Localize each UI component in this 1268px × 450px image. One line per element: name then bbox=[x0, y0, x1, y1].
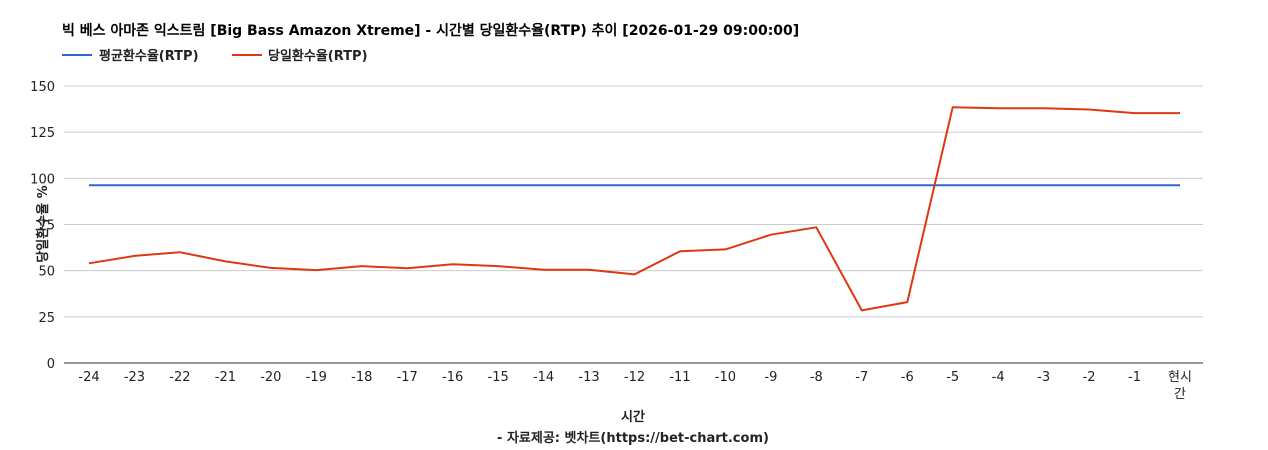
chart-title: 빅 베스 아마존 익스트림 [Big Bass Amazon Xtreme] -… bbox=[62, 22, 799, 39]
y-tick-label: 0 bbox=[47, 357, 55, 372]
x-tick-label: -9 bbox=[764, 370, 777, 385]
legend-label-daily: 당일환수율(RTP) bbox=[268, 48, 368, 64]
x-tick-label: -16 bbox=[442, 370, 463, 385]
y-tick-label: 100 bbox=[30, 172, 55, 187]
series-line-1 bbox=[88, 106, 1180, 312]
y-tick-label: 75 bbox=[38, 219, 55, 234]
x-tick-label: -23 bbox=[124, 370, 145, 385]
data-source-note: - 자료제공: 벳차트(https://bet-chart.com) bbox=[497, 430, 769, 446]
x-tick-label: -22 bbox=[169, 370, 190, 385]
x-tick-label: -5 bbox=[946, 370, 959, 385]
x-axis-title: 시간 bbox=[621, 409, 645, 425]
y-tick-label: 50 bbox=[38, 265, 55, 280]
x-tick-label: -14 bbox=[533, 370, 554, 385]
x-tick-label: -4 bbox=[992, 370, 1005, 385]
x-tick-label: -21 bbox=[215, 370, 236, 385]
x-tick-label: -2 bbox=[1083, 370, 1096, 385]
x-tick-label: -17 bbox=[397, 370, 418, 385]
x-tick-label: -19 bbox=[306, 370, 327, 385]
y-tick-label: 25 bbox=[38, 311, 55, 326]
x-tick-label: -1 bbox=[1128, 370, 1141, 385]
x-tick-label: -15 bbox=[488, 370, 509, 385]
y-tick-label: 125 bbox=[30, 126, 55, 141]
x-tick-label: -12 bbox=[624, 370, 645, 385]
x-tick-label: -20 bbox=[260, 370, 281, 385]
x-tick-label: 현시 간 bbox=[1168, 370, 1192, 402]
legend-label-average: 평균환수율(RTP) bbox=[99, 48, 199, 64]
x-tick-label: -6 bbox=[901, 370, 914, 385]
x-tick-label: -8 bbox=[810, 370, 823, 385]
x-tick-label: -18 bbox=[351, 370, 372, 385]
gridlines bbox=[64, 85, 1203, 318]
x-tick-label: -11 bbox=[669, 370, 690, 385]
y-axis-ticks: 0 25 50 75 100 125 150 bbox=[30, 80, 55, 372]
x-tick-label: -24 bbox=[78, 370, 99, 385]
x-tick-label: -7 bbox=[855, 370, 868, 385]
y-axis-title: 당일환수율 % bbox=[35, 185, 51, 262]
x-tick-label: -3 bbox=[1037, 370, 1050, 385]
series-lines bbox=[88, 106, 1180, 312]
x-axis-ticks: -24 -23 -22 -21 -20 -19 -18 -17 -16 -15 -14 -13 -12 -… bbox=[78, 370, 1192, 402]
x-tick-label: -13 bbox=[578, 370, 599, 385]
y-tick-label: 150 bbox=[30, 80, 55, 95]
x-tick-label: -10 bbox=[715, 370, 736, 385]
legend: 평균환수율(RTP) 당일환수율(RTP) bbox=[62, 48, 368, 64]
